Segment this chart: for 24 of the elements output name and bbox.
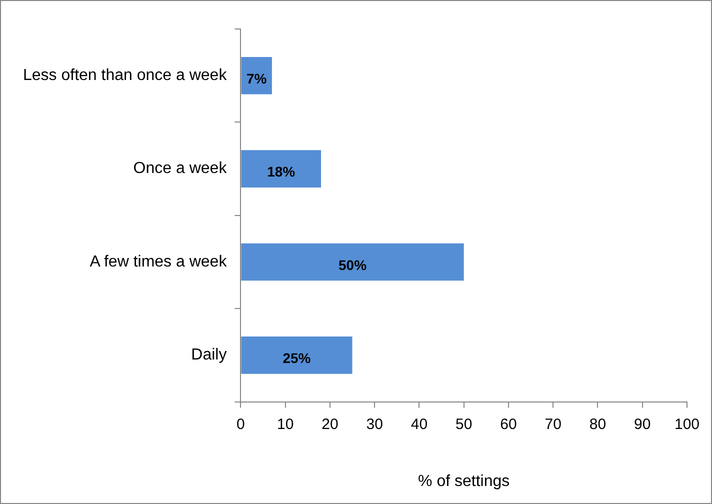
y-tick-label: Less often than once a week <box>22 67 228 84</box>
data-label: 25% <box>282 350 312 366</box>
bar <box>241 56 272 94</box>
x-tick-label: 90 <box>634 416 651 433</box>
data-label: 7% <box>246 70 268 86</box>
bar <box>241 243 464 281</box>
y-tick-label: Once a week <box>133 160 228 178</box>
y-tick-label: Daily <box>191 346 227 364</box>
data-label: 50% <box>338 256 368 273</box>
x-tick-label: 30 <box>366 416 383 433</box>
x-tick-label: 70 <box>544 416 562 433</box>
data-label: 18% <box>267 164 296 180</box>
x-tick-label: 50 <box>456 416 472 433</box>
x-tick-label: 40 <box>410 416 428 433</box>
x-tick-label: 20 <box>322 416 338 433</box>
x-tick-label: 0 <box>236 416 245 433</box>
bar <box>241 336 352 374</box>
bar <box>241 150 322 188</box>
y-tick-label: A few times a week <box>90 253 228 270</box>
x-axis-title: % of settings <box>418 472 510 490</box>
x-tick-label: 10 <box>276 416 294 433</box>
x-tick-label: 60 <box>500 416 517 433</box>
x-tick-label: 80 <box>589 416 606 433</box>
x-tick-label: 100 <box>674 416 700 433</box>
